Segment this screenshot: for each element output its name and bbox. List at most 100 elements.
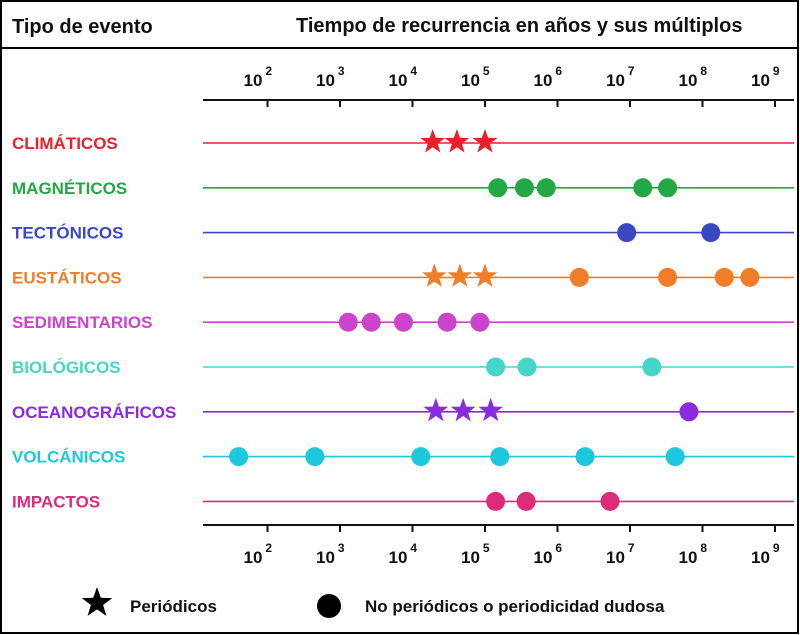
tick-base: 10 — [244, 548, 263, 567]
periodic-star-point — [472, 263, 498, 287]
category-row: BIOLÓGICOS — [12, 357, 794, 377]
tick-base: 10 — [316, 71, 335, 90]
tick-base: 10 — [751, 71, 770, 90]
tick-base: 10 — [316, 548, 335, 567]
bottom-tick-label: 10 8 — [679, 541, 708, 567]
nonperiodic-circle-point — [486, 491, 506, 511]
tick-base: 10 — [534, 548, 553, 567]
top-tick-label: 10 6 — [534, 64, 563, 90]
tick-base: 10 — [461, 71, 480, 90]
nonperiodic-circle-point — [679, 402, 699, 422]
tick-base: 10 — [389, 71, 408, 90]
category-label: SEDIMENTARIOS — [12, 313, 152, 332]
nonperiodic-circle-point — [411, 447, 431, 467]
nonperiodic-circle-point — [361, 312, 381, 332]
top-tick-label: 10 3 — [316, 64, 345, 90]
bottom-tick-label: 10 2 — [244, 541, 273, 567]
bottom-tick-label: 10 9 — [751, 541, 780, 567]
tick-exponent: 8 — [700, 64, 707, 78]
category-label: EUSTÁTICOS — [12, 268, 122, 287]
tick-base: 10 — [606, 71, 625, 90]
nonperiodic-circle-point — [600, 491, 620, 511]
periodic-star-point — [472, 129, 498, 153]
top-tick-label: 10 2 — [244, 64, 273, 90]
periodic-star-point — [450, 397, 476, 422]
category-label: VOLCÁNICOS — [12, 448, 125, 467]
tick-exponent: 9 — [773, 64, 780, 78]
category-row: IMPACTOS — [12, 491, 794, 511]
top-tick-label: 10 5 — [461, 64, 490, 90]
tick-exponent: 9 — [773, 541, 780, 555]
legend-star-label: Periódicos — [130, 597, 217, 616]
legend-star-shape — [81, 587, 113, 616]
category-row: VOLCÁNICOS — [12, 447, 794, 467]
nonperiodic-circle-point — [514, 178, 534, 198]
tick-exponent: 2 — [265, 64, 272, 78]
nonperiodic-circle-point — [490, 447, 510, 467]
nonperiodic-circle-point — [714, 267, 734, 287]
tick-exponent: 7 — [628, 541, 635, 555]
category-label: OCEANOGRÁFICOS — [12, 403, 176, 422]
legend: Periódicos No periódicos o periodicidad … — [81, 587, 665, 618]
ticks-layer: 10 210 210 310 310 410 410 510 510 610 610 710 710 81… — [244, 64, 780, 567]
nonperiodic-circle-point — [740, 267, 760, 287]
tick-base: 10 — [244, 71, 263, 90]
legend-star-icon — [81, 587, 113, 616]
legend-circle-icon — [317, 594, 341, 618]
tick-base: 10 — [389, 548, 408, 567]
rows-layer: CLIMÁTICOS MAGNÉTICOS TECTÓNICOS EUSTÁTICOS… — [12, 129, 794, 511]
top-tick-label: 10 9 — [751, 64, 780, 90]
tick-exponent: 7 — [628, 64, 635, 78]
tick-base: 10 — [534, 71, 553, 90]
tick-exponent: 5 — [483, 541, 490, 555]
category-row: EUSTÁTICOS — [12, 263, 794, 287]
tick-base: 10 — [606, 548, 625, 567]
category-label: BIOLÓGICOS — [12, 358, 121, 377]
tick-exponent: 3 — [338, 541, 345, 555]
bottom-tick-label: 10 5 — [461, 541, 490, 567]
tick-base: 10 — [679, 548, 698, 567]
nonperiodic-circle-point — [575, 447, 595, 467]
nonperiodic-circle-point — [517, 357, 537, 377]
nonperiodic-circle-point — [437, 312, 457, 332]
nonperiodic-circle-point — [516, 491, 536, 511]
bottom-tick-label: 10 6 — [534, 541, 563, 567]
tick-exponent: 3 — [338, 64, 345, 78]
tick-exponent: 2 — [265, 541, 272, 555]
tick-exponent: 8 — [700, 541, 707, 555]
tick-exponent: 6 — [555, 541, 562, 555]
tick-base: 10 — [461, 548, 480, 567]
tick-exponent: 4 — [410, 64, 417, 78]
tick-exponent: 6 — [555, 64, 562, 78]
category-label: TECTÓNICOS — [12, 224, 123, 243]
nonperiodic-circle-point — [658, 178, 678, 198]
nonperiodic-circle-point — [569, 267, 589, 287]
nonperiodic-circle-point — [305, 447, 325, 467]
tick-exponent: 4 — [410, 541, 417, 555]
bottom-tick-label: 10 7 — [606, 541, 635, 567]
nonperiodic-circle-point — [338, 312, 358, 332]
category-row: CLIMÁTICOS — [12, 129, 794, 153]
category-row: MAGNÉTICOS — [12, 178, 794, 198]
bottom-tick-label: 10 3 — [316, 541, 345, 567]
category-row: OCEANOGRÁFICOS — [12, 397, 794, 422]
tick-exponent: 5 — [483, 64, 490, 78]
periodic-star-point — [478, 397, 504, 422]
legend-circle-label: No periódicos o periodicidad dudosa — [365, 597, 665, 616]
top-tick-label: 10 8 — [679, 64, 708, 90]
tick-base: 10 — [679, 71, 698, 90]
header-left: Tipo de evento — [12, 16, 153, 38]
nonperiodic-circle-point — [470, 312, 490, 332]
category-row: TECTÓNICOS — [12, 223, 794, 243]
periodic-star-point — [420, 129, 446, 153]
category-label: MAGNÉTICOS — [12, 179, 127, 198]
tick-base: 10 — [751, 548, 770, 567]
category-label: CLIMÁTICOS — [12, 134, 118, 153]
category-label: IMPACTOS — [12, 492, 100, 511]
nonperiodic-circle-point — [229, 447, 249, 467]
nonperiodic-circle-point — [617, 223, 637, 243]
periodic-star-point — [422, 263, 447, 287]
